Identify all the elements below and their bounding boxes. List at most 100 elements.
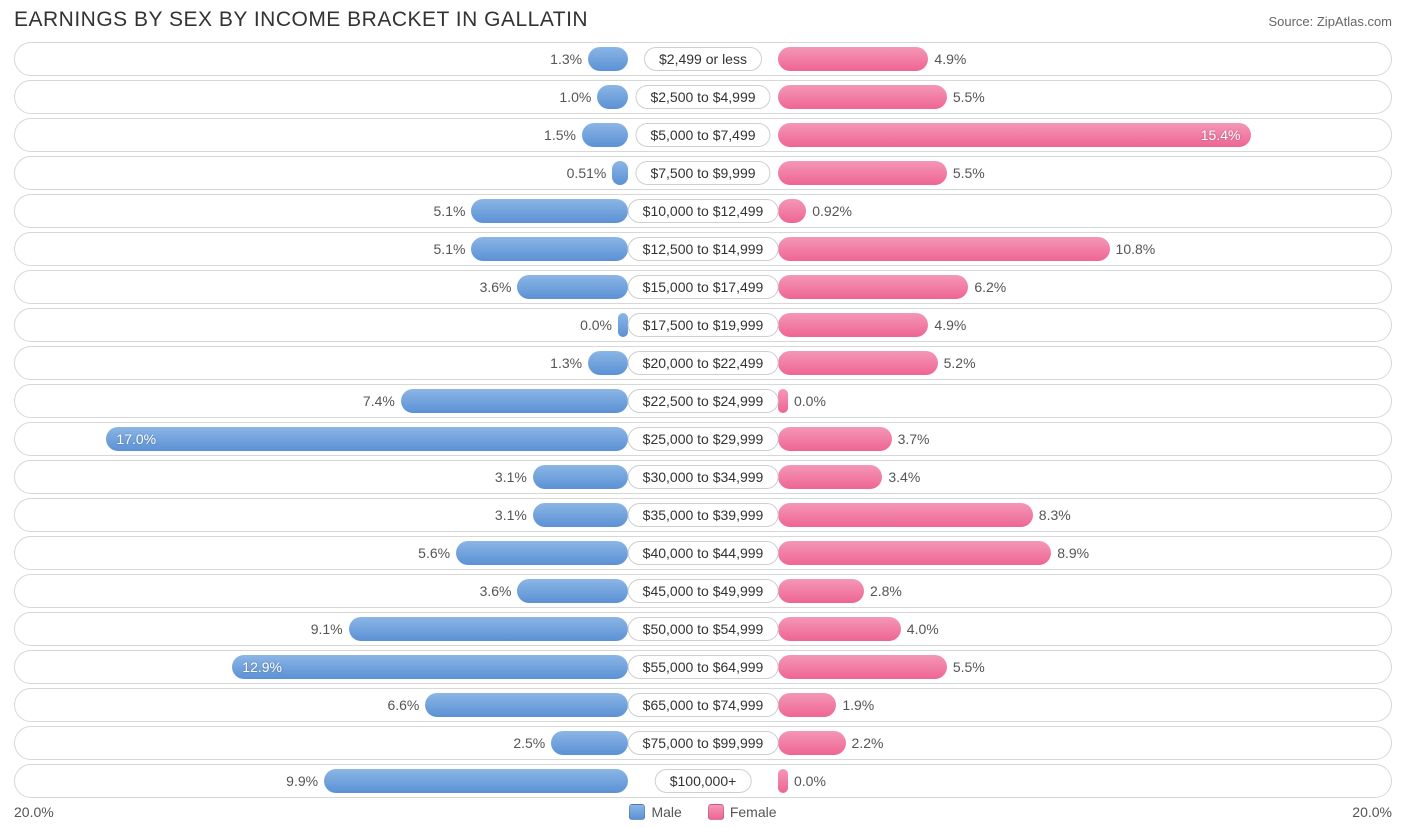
male-bar bbox=[612, 161, 628, 185]
female-bar bbox=[778, 541, 1051, 565]
female-pct-label: 5.5% bbox=[953, 89, 985, 105]
legend-male-label: Male bbox=[651, 804, 681, 820]
chart-row: 2.5% 2.2% $75,000 to $99,999 bbox=[14, 726, 1392, 760]
axis-max-right: 20.0% bbox=[1352, 804, 1392, 820]
legend: Male Female bbox=[54, 804, 1353, 820]
female-pct-label: 0.92% bbox=[812, 203, 852, 219]
chart-row: 5.6%8.9%$40,000 to $44,999 bbox=[14, 536, 1392, 570]
category-label: $40,000 to $44,999 bbox=[628, 541, 779, 565]
category-label: $55,000 to $64,999 bbox=[628, 655, 779, 679]
category-label: $25,000 to $29,999 bbox=[628, 427, 779, 451]
chart-title: EARNINGS BY SEX BY INCOME BRACKET IN GAL… bbox=[14, 8, 588, 32]
category-label: $75,000 to $99,999 bbox=[628, 731, 779, 755]
category-label: $45,000 to $49,999 bbox=[628, 579, 779, 603]
chart-row: 6.6%1.9%$65,000 to $74,999 bbox=[14, 688, 1392, 722]
female-bar bbox=[778, 47, 928, 71]
male-pct-label: 3.1% bbox=[495, 507, 527, 523]
male-bar bbox=[551, 731, 628, 755]
category-label: $2,499 or less bbox=[644, 47, 762, 71]
female-bar bbox=[778, 693, 836, 717]
chart-row: 9.1% 4.0% $50,000 to $54,999 bbox=[14, 612, 1392, 646]
female-bar bbox=[778, 237, 1110, 261]
diverging-bar-chart: 1.3% 4.9% $2,499 or less 1.0% 5.5% $2,500 to … bbox=[14, 42, 1392, 798]
male-bar bbox=[425, 693, 628, 717]
legend-item-female: Female bbox=[708, 804, 777, 820]
female-bar bbox=[778, 579, 864, 603]
female-pct-label: 3.4% bbox=[888, 469, 920, 485]
category-label: $100,000+ bbox=[655, 769, 752, 793]
category-label: $5,000 to $7,499 bbox=[635, 123, 770, 147]
chart-footer: 20.0% Male Female 20.0% bbox=[14, 804, 1392, 820]
male-bar bbox=[582, 123, 628, 147]
female-swatch-icon bbox=[708, 804, 724, 820]
male-pct-label: 1.0% bbox=[559, 89, 591, 105]
female-bar bbox=[778, 85, 947, 109]
category-label: $7,500 to $9,999 bbox=[635, 161, 770, 185]
female-pct-label: 4.0% bbox=[907, 621, 939, 637]
male-pct-label: 9.1% bbox=[311, 621, 343, 637]
female-bar bbox=[778, 389, 788, 413]
female-bar bbox=[778, 617, 901, 641]
male-pct-label: 12.9% bbox=[242, 659, 282, 675]
category-label: $15,000 to $17,499 bbox=[628, 275, 779, 299]
chart-row: 5.1%0.92%$10,000 to $12,499 bbox=[14, 194, 1392, 228]
legend-female-label: Female bbox=[730, 804, 777, 820]
chart-row: 5.1%10.8%$12,500 to $14,999 bbox=[14, 232, 1392, 266]
chart-source: Source: ZipAtlas.com bbox=[1268, 14, 1392, 29]
female-pct-label: 2.2% bbox=[852, 735, 884, 751]
female-pct-label: 5.5% bbox=[953, 659, 985, 675]
male-bar bbox=[324, 769, 628, 793]
chart-row: 3.1%8.3%$35,000 to $39,999 bbox=[14, 498, 1392, 532]
axis-max-left: 20.0% bbox=[14, 804, 54, 820]
chart-row: 17.0%3.7%$25,000 to $29,999 bbox=[14, 422, 1392, 456]
category-label: $12,500 to $14,999 bbox=[628, 237, 779, 261]
chart-row: 3.6% 2.8% $45,000 to $49,999 bbox=[14, 574, 1392, 608]
female-pct-label: 0.0% bbox=[794, 773, 826, 789]
female-pct-label: 5.2% bbox=[944, 355, 976, 371]
male-bar bbox=[106, 427, 628, 451]
male-bar bbox=[471, 237, 628, 261]
chart-row: 3.1%3.4%$30,000 to $34,999 bbox=[14, 460, 1392, 494]
male-bar bbox=[588, 47, 628, 71]
female-pct-label: 8.9% bbox=[1057, 545, 1089, 561]
chart-row: 7.4%0.0%$22,500 to $24,999 bbox=[14, 384, 1392, 418]
category-label: $2,500 to $4,999 bbox=[635, 85, 770, 109]
female-bar bbox=[778, 465, 882, 489]
category-label: $35,000 to $39,999 bbox=[628, 503, 779, 527]
male-pct-label: 2.5% bbox=[513, 735, 545, 751]
male-bar bbox=[349, 617, 628, 641]
chart-row: 1.5%15.4%$5,000 to $7,499 bbox=[14, 118, 1392, 152]
male-pct-label: 5.1% bbox=[434, 203, 466, 219]
female-pct-label: 2.8% bbox=[870, 583, 902, 599]
category-label: $30,000 to $34,999 bbox=[628, 465, 779, 489]
male-pct-label: 3.6% bbox=[480, 583, 512, 599]
category-label: $17,500 to $19,999 bbox=[628, 313, 779, 337]
chart-header: EARNINGS BY SEX BY INCOME BRACKET IN GAL… bbox=[14, 8, 1392, 32]
female-pct-label: 4.9% bbox=[934, 51, 966, 67]
male-swatch-icon bbox=[629, 804, 645, 820]
male-pct-label: 0.51% bbox=[567, 165, 607, 181]
male-bar bbox=[471, 199, 628, 223]
male-bar bbox=[456, 541, 628, 565]
female-pct-label: 3.7% bbox=[898, 431, 930, 447]
male-bar bbox=[533, 465, 628, 489]
female-bar bbox=[778, 199, 806, 223]
female-pct-label: 5.5% bbox=[953, 165, 985, 181]
category-label: $65,000 to $74,999 bbox=[628, 693, 779, 717]
female-bar bbox=[778, 275, 968, 299]
male-pct-label: 7.4% bbox=[363, 393, 395, 409]
male-pct-label: 0.0% bbox=[580, 317, 612, 333]
male-bar bbox=[232, 655, 628, 679]
category-label: $50,000 to $54,999 bbox=[628, 617, 779, 641]
chart-row: 9.9% 0.0% $100,000+ bbox=[14, 764, 1392, 798]
male-pct-label: 9.9% bbox=[286, 773, 318, 789]
male-bar bbox=[588, 351, 628, 375]
male-pct-label: 1.3% bbox=[550, 355, 582, 371]
male-bar bbox=[401, 389, 628, 413]
chart-row: 12.9% 5.5% $55,000 to $64,999 bbox=[14, 650, 1392, 684]
female-pct-label: 6.2% bbox=[974, 279, 1006, 295]
male-bar bbox=[517, 579, 628, 603]
category-label: $22,500 to $24,999 bbox=[628, 389, 779, 413]
male-bar bbox=[517, 275, 628, 299]
female-pct-label: 4.9% bbox=[934, 317, 966, 333]
